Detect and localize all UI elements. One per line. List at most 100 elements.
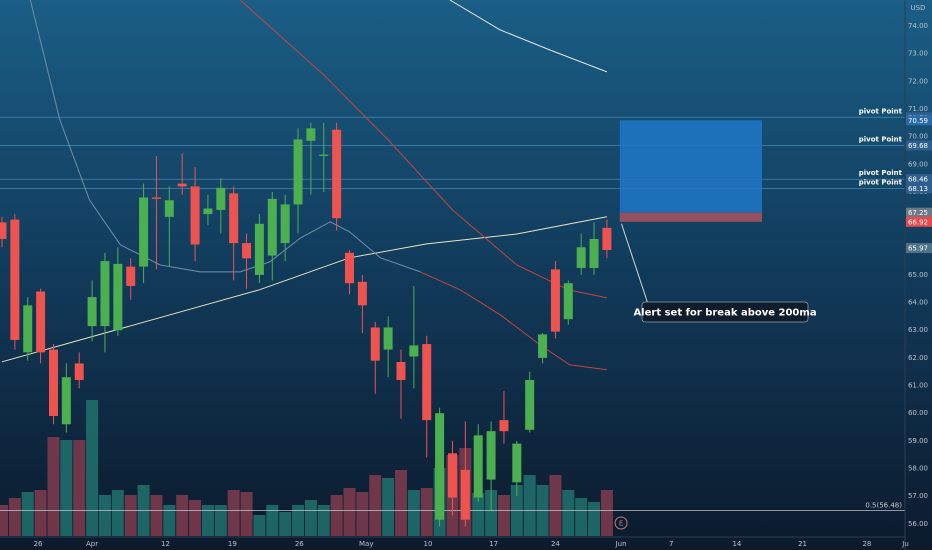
price-tag (906, 216, 932, 227)
x-tick-label: 19 (228, 540, 237, 548)
x-tick-label: 28 (862, 540, 871, 548)
fib-label: 0.5(56.48) (865, 502, 902, 510)
candle-body (229, 193, 239, 244)
volume-bar (150, 495, 163, 536)
candle-body (332, 129, 342, 219)
y-tick-label: 64.00 (908, 299, 928, 307)
volume-bar (369, 475, 382, 536)
volume-bar (73, 440, 86, 536)
moving-average (29, 0, 421, 273)
candle-body (23, 305, 33, 353)
volume-bar (201, 505, 214, 536)
y-tick-label: 60.00 (908, 409, 928, 417)
volume-bar (47, 437, 60, 536)
candle-body (113, 263, 123, 331)
candle-body (151, 197, 161, 199)
y-tick-label: 65.00 (908, 271, 928, 279)
price-tag (906, 207, 932, 218)
candle-body (36, 291, 46, 353)
y-tick-label: 57.00 (908, 492, 928, 500)
candle-body (383, 327, 393, 350)
x-tick-label: 24 (551, 540, 560, 548)
x-tick-label: 26 (34, 540, 43, 548)
volume-bar (240, 492, 253, 536)
event-marker (614, 516, 628, 530)
stop-zone (619, 212, 763, 222)
volume-bar (21, 492, 34, 536)
moving-average (449, 0, 608, 73)
volume-bar (0, 505, 8, 536)
candle-body (164, 200, 174, 217)
volume-bar (472, 493, 485, 536)
candle-body (357, 281, 367, 306)
candle-body (550, 269, 560, 332)
volume-bar (485, 490, 498, 536)
candle-body (306, 128, 316, 141)
candle-body (499, 420, 509, 432)
x-tick-label: 21 (798, 540, 807, 548)
moving-average (420, 271, 607, 371)
candle-body (139, 197, 149, 267)
candle-body (422, 344, 432, 421)
candle-body (473, 435, 483, 498)
candle-body (409, 345, 419, 357)
volume-bar (356, 492, 369, 536)
candle-body (242, 243, 252, 259)
candle-body (216, 187, 226, 210)
pivot-label: pivot Point (859, 135, 903, 143)
candle-body (100, 261, 110, 327)
y-tick-label: 72.00 (908, 77, 928, 85)
y-tick-label: 62.00 (908, 354, 928, 362)
candle-body (345, 252, 355, 284)
y-tick-label: 59.00 (908, 437, 928, 445)
candle-body (319, 154, 329, 156)
volume-bar (8, 498, 21, 536)
candle-body (589, 238, 599, 268)
x-tick-label: Ju (901, 540, 909, 548)
candle-body (435, 413, 445, 520)
candle-body (576, 247, 586, 268)
price-tag-label: 67.25 (908, 209, 928, 217)
y-tick-label: 74.00 (908, 22, 928, 30)
x-tick-label: 7 (669, 540, 673, 548)
callout-box (641, 301, 809, 323)
price-tag (906, 183, 932, 194)
candle-body (254, 223, 264, 275)
pivot-label: pivot Point (859, 169, 903, 177)
candle-body (370, 327, 380, 361)
event-label: E (619, 520, 623, 528)
volume-bar (382, 478, 395, 536)
volume-bar (575, 498, 588, 536)
pivot-label: pivot Point (859, 107, 903, 115)
price-tag (906, 140, 932, 151)
volume-bar (588, 502, 601, 536)
volume-bar (98, 495, 111, 536)
volume-bar (420, 488, 433, 536)
candle-body (602, 227, 612, 251)
y-tick-label: 73.00 (908, 50, 928, 58)
price-tag (906, 115, 932, 126)
callout-text: Alert set for break above 200ma (633, 308, 816, 319)
y-tick-label: 70.00 (908, 133, 928, 141)
volume-bar (330, 495, 343, 536)
x-tick-label: 10 (424, 540, 433, 548)
volume-bar (34, 490, 47, 536)
candle-body (293, 139, 303, 205)
x-tick-label: Apr (86, 540, 98, 548)
candle-body (447, 453, 457, 498)
price-tag (906, 243, 932, 254)
volume-bar (549, 475, 562, 536)
currency: USD (911, 4, 926, 12)
candle-body (190, 186, 200, 245)
volume-bar (124, 495, 137, 536)
volume-bar (497, 495, 510, 536)
candle-body (10, 219, 20, 340)
candle-body (280, 204, 290, 244)
price-tag-label: 68.13 (908, 185, 928, 193)
volume-bar (317, 505, 330, 536)
candle-body (396, 362, 406, 381)
volume-bar (253, 515, 266, 536)
candle-body (267, 198, 277, 256)
y-tick-label: 69.00 (908, 160, 928, 168)
